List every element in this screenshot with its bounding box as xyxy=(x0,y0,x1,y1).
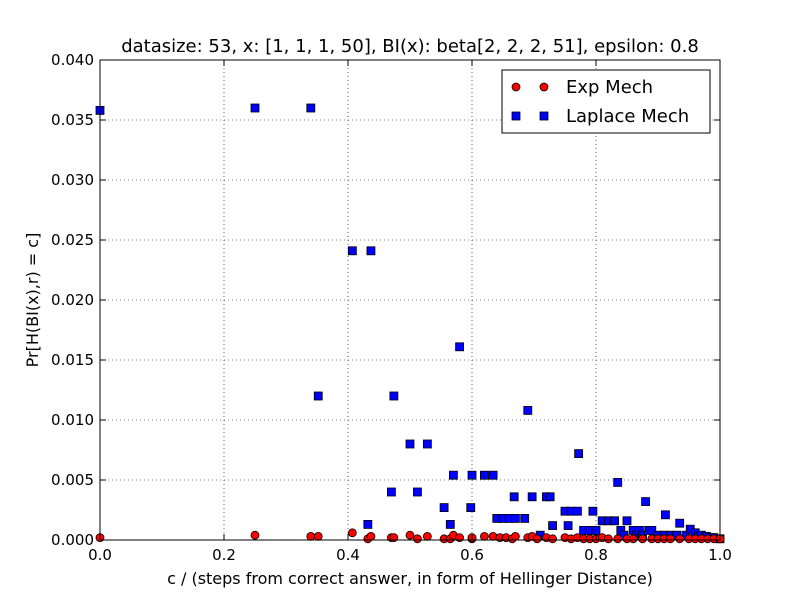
x-tick-label: 0.4 xyxy=(336,546,360,564)
laplace-mech-point xyxy=(520,514,530,523)
laplace-mech-point xyxy=(466,503,476,513)
exp-mech-point xyxy=(666,534,675,544)
laplace-mech-point xyxy=(467,470,477,480)
legend-label-laplace-mech: Laplace Mech xyxy=(566,106,689,127)
x-axis-label: c / (steps from correct answer, in form … xyxy=(167,569,653,588)
laplace-mech-point xyxy=(573,506,582,516)
laplace-mech-point xyxy=(405,439,415,449)
exp-mech-point xyxy=(347,528,357,538)
exp-mech-point xyxy=(413,534,422,544)
data-points xyxy=(95,103,725,544)
exp-mech-point xyxy=(422,532,432,541)
y-tick-label: 0.035 xyxy=(51,111,94,129)
laplace-mech-point xyxy=(661,510,670,520)
legend-label-exp-mech: Exp Mech xyxy=(566,77,653,98)
exp-mech-point xyxy=(548,534,557,544)
laplace-mech-point xyxy=(510,514,520,523)
y-tick-label: 0.010 xyxy=(51,411,94,429)
laplace-mech-point xyxy=(445,520,455,529)
laplace-mech-point xyxy=(523,405,533,415)
laplace-mech-point xyxy=(386,487,396,497)
exp-mech-point xyxy=(479,532,489,541)
x-tick-label: 0.8 xyxy=(584,546,608,564)
exp-mech-point xyxy=(405,530,415,540)
x-tick-label: 0.0 xyxy=(88,546,112,564)
exp-mech-point xyxy=(613,534,623,544)
laplace-mech-point xyxy=(509,492,519,502)
legend-marker-exp-mech xyxy=(511,82,521,92)
exp-mech-point xyxy=(638,534,647,544)
y-tick-label: 0.020 xyxy=(51,291,94,309)
legend-box xyxy=(501,69,711,134)
x-tick-label: 0.2 xyxy=(212,546,236,564)
laplace-mech-point xyxy=(448,470,458,480)
laplace-mech-point xyxy=(250,103,260,113)
laplace-mech-point xyxy=(622,516,632,526)
legend: Exp Mech Laplace Mech xyxy=(501,69,711,134)
exp-mech-point xyxy=(628,534,638,544)
exp-mech-point xyxy=(250,530,260,540)
laplace-mech-point xyxy=(363,520,373,529)
laplace-mech-point xyxy=(422,439,432,449)
legend-marker-laplace-mech xyxy=(539,111,549,121)
laplace-mech-point xyxy=(389,391,399,401)
exp-mech-point xyxy=(532,534,542,544)
laplace-mech-point xyxy=(527,492,537,502)
laplace-mech-point xyxy=(574,449,584,459)
laplace-mech-point xyxy=(313,391,323,401)
laplace-mech-point xyxy=(641,497,650,507)
legend-marker-laplace-mech xyxy=(511,111,521,121)
y-tick-label: 0.030 xyxy=(51,171,94,189)
laplace-mech-point xyxy=(675,518,685,528)
laplace-mech-point xyxy=(455,342,465,352)
laplace-mech-point xyxy=(479,470,489,480)
y-axis-label: Pr[H(BI(x),r) = c] xyxy=(23,233,42,368)
legend-marker-exp-mech xyxy=(539,82,549,92)
axis-ticks: 0.0 0.2 0.4 0.6 0.8 1.0 0.000 0.005 0.010 0.015 0.… xyxy=(51,51,732,564)
y-tick-label: 0.025 xyxy=(51,231,94,249)
laplace-mech-point xyxy=(306,103,316,113)
y-tick-label: 0.000 xyxy=(51,531,94,549)
y-tick-label: 0.015 xyxy=(51,351,94,369)
x-tick-label: 0.6 xyxy=(460,546,484,564)
laplace-mech-point xyxy=(347,246,357,256)
laplace-mech-point xyxy=(588,506,598,516)
laplace-mech-point xyxy=(545,492,555,502)
laplace-mech-point xyxy=(548,521,557,530)
chart-title: datasize: 53, x: [1, 1, 1, 50], BI(x): b… xyxy=(121,36,699,57)
y-tick-label: 0.040 xyxy=(51,51,94,69)
exp-mech-point xyxy=(604,534,613,544)
laplace-mech-point xyxy=(488,470,498,480)
exp-mech-point xyxy=(511,532,520,541)
exp-mech-point xyxy=(675,534,685,544)
y-tick-label: 0.005 xyxy=(51,471,94,489)
laplace-mech-point xyxy=(610,516,619,526)
laplace-mech-point xyxy=(613,477,623,487)
exp-mech-point xyxy=(306,532,316,541)
laplace-mech-point xyxy=(439,503,449,513)
laplace-mech-point xyxy=(591,526,601,535)
exp-mech-point xyxy=(366,532,376,541)
laplace-mech-point xyxy=(366,246,376,256)
laplace-mech-point xyxy=(413,487,422,497)
x-tick-label: 1.0 xyxy=(708,546,732,564)
exp-mech-point xyxy=(313,532,323,541)
laplace-mech-point xyxy=(563,521,573,530)
